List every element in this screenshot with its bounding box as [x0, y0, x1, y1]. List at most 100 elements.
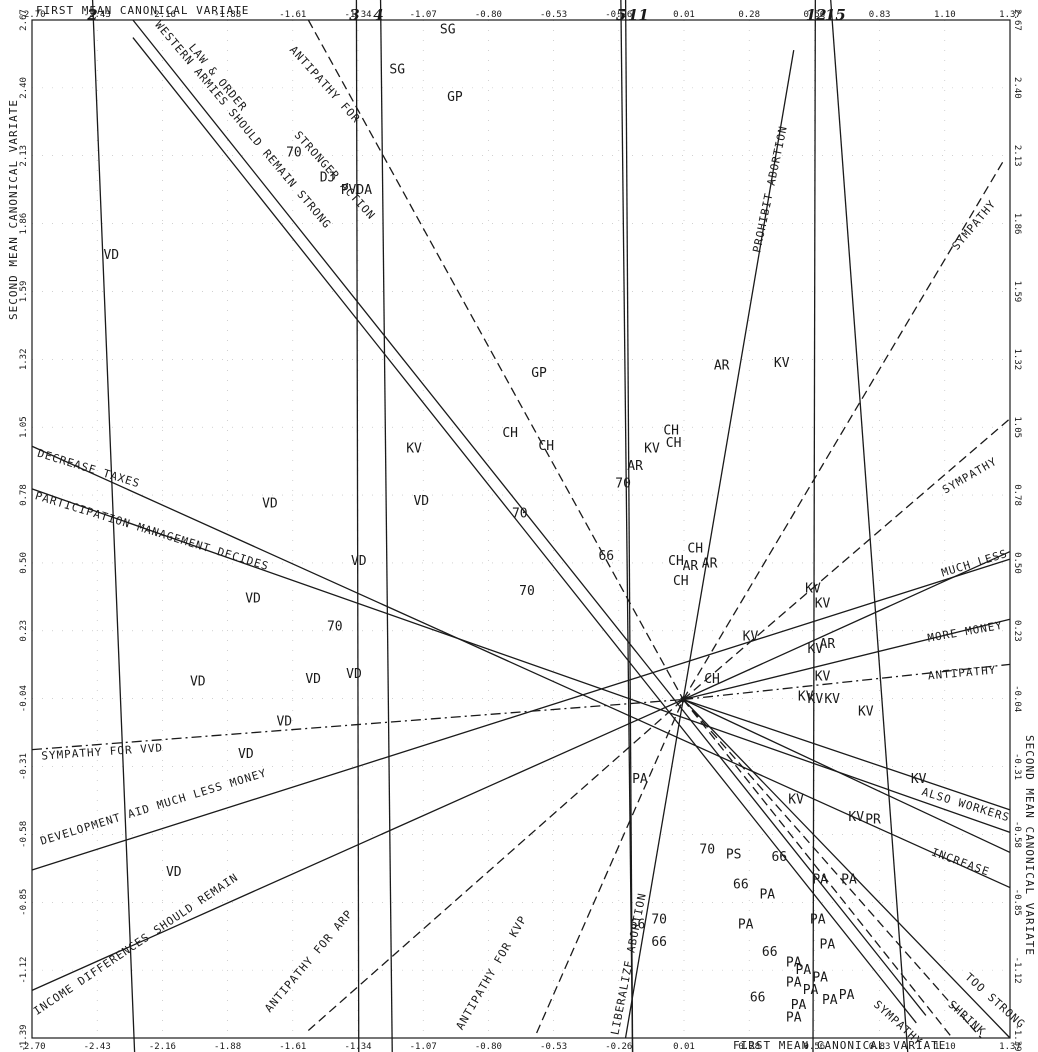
point-label: VD: [245, 592, 261, 607]
point-label: CH: [673, 574, 689, 589]
x-axis-title-top: FIRST MEAN CANONICAL VARIATE: [36, 4, 249, 17]
y-tick-label: 1.59: [19, 281, 29, 303]
point-label: 66: [651, 935, 667, 950]
y-tick-label-right: 0.78: [1012, 484, 1022, 506]
point-label: SG: [389, 63, 405, 78]
x-tick-label: -1.07: [410, 1042, 437, 1052]
point-label: PA: [786, 1010, 802, 1025]
y-tick-label-right: 2.40: [1012, 77, 1022, 99]
point-label: 66: [733, 878, 749, 893]
y-tick-label: 0.50: [19, 552, 29, 574]
point-label: KV: [824, 692, 840, 707]
point-label: AR: [683, 559, 699, 574]
point-label: KV: [406, 441, 422, 456]
point-label: CH: [502, 426, 518, 441]
point-label: PA: [803, 983, 819, 998]
y-tick-label: 1.86: [19, 213, 29, 235]
point-label: 70: [519, 584, 535, 599]
point-label: PA: [632, 772, 648, 787]
point-label: 66: [762, 945, 778, 960]
center-marker: [680, 697, 686, 703]
point-label: KV: [815, 597, 831, 612]
point-label: PA: [738, 918, 754, 933]
y-tick-label-right: 1.32: [1012, 348, 1022, 370]
y-tick-label-right: 1.05: [1012, 416, 1022, 438]
y-axis-title-right: SECOND MEAN CANONICAL VARIATE: [1023, 735, 1036, 956]
point-label: PA: [822, 993, 838, 1008]
x-tick-label: -1.34: [344, 1042, 371, 1052]
point-label: GP: [531, 366, 547, 381]
point-label: VD: [103, 248, 119, 263]
y-tick-label-right: 2.13: [1012, 145, 1022, 167]
y-tick-label: -1.39: [19, 1024, 29, 1051]
point-label: 70: [615, 476, 631, 491]
x-tick-label-top: -0.80: [475, 10, 502, 20]
x-tick-label: -0.80: [475, 1042, 502, 1052]
y-tick-label: 0.23: [19, 620, 29, 642]
point-label: CH: [668, 554, 684, 569]
x-tick-label: -1.88: [214, 1042, 241, 1052]
x-tick-label: -1.61: [279, 1042, 306, 1052]
point-label: CH: [538, 439, 554, 454]
point-label: KV: [644, 441, 660, 456]
y-tick-label-right: 1.59: [1012, 281, 1022, 303]
y-axis-title-left: SECOND MEAN CANONICAL VARIATE: [7, 99, 20, 320]
x-tick-label-top: -1.07: [410, 10, 437, 20]
x-tick-label-top: 0.28: [738, 10, 760, 20]
point-label: CH: [704, 672, 720, 687]
y-tick-label: -0.58: [19, 821, 29, 848]
y-tick-label-right: -1.12: [1012, 957, 1022, 984]
point-label: VD: [351, 554, 367, 569]
point-label: KV: [805, 582, 821, 597]
y-tick-label-right: -0.04: [1012, 685, 1022, 712]
y-tick-label-right: -0.31: [1012, 753, 1022, 780]
point-label: PA: [820, 938, 836, 953]
point-label: KV: [858, 705, 874, 720]
point-label: 70: [699, 842, 715, 857]
point-label: AR: [702, 557, 718, 572]
point-label: KV: [808, 692, 824, 707]
point-label: PR: [865, 812, 881, 827]
point-label: CH: [666, 436, 682, 451]
point-label: VD: [305, 672, 321, 687]
point-label: GP: [447, 90, 463, 105]
x-axis-title-bottom: FIRST MEAN CANONICAL VARIATE: [733, 1039, 946, 1052]
x-tick-label-top: 0.83: [869, 10, 891, 20]
point-label: KV: [743, 629, 759, 644]
point-label: DJ: [320, 170, 336, 185]
point-label: VD: [238, 747, 254, 762]
x-tick-label-top: 0.01: [673, 10, 695, 20]
point-label: KV: [774, 356, 790, 371]
point-label: PA: [786, 975, 802, 990]
point-label: VD: [262, 496, 278, 511]
y-tick-label: 0.78: [19, 484, 29, 506]
x-tick-label-top: -1.61: [279, 10, 306, 20]
point-label: VD: [166, 865, 182, 880]
x-tick-label: 0.01: [673, 1042, 695, 1052]
vector-number-label: 15: [825, 6, 846, 24]
vector-number-label: 11: [628, 6, 649, 24]
y-tick-label: -0.85: [19, 889, 29, 916]
point-label: 70: [286, 145, 302, 160]
y-tick-label-right: 1.86: [1012, 213, 1022, 235]
point-label: KV: [788, 792, 804, 807]
point-label: PA: [812, 873, 828, 888]
point-label: PS: [726, 847, 742, 862]
y-tick-label: 2.40: [19, 77, 29, 99]
point-label: KV: [911, 772, 927, 787]
y-tick-label: 1.05: [19, 416, 29, 438]
x-tick-label: -0.53: [540, 1042, 567, 1052]
point-label: VD: [276, 715, 292, 730]
point-label: VD: [413, 494, 429, 509]
y-tick-label: 2.67: [19, 9, 29, 31]
point-label: VD: [190, 674, 206, 689]
y-tick-label-right: -0.58: [1012, 821, 1022, 848]
point-label: SG: [440, 23, 456, 38]
point-label: AR: [820, 637, 836, 652]
point-label: PA: [810, 913, 826, 928]
point-label: PA: [759, 888, 775, 903]
y-tick-label: -0.31: [19, 753, 29, 780]
vector-number-label: 4: [373, 6, 383, 24]
point-label: 70: [512, 506, 528, 521]
